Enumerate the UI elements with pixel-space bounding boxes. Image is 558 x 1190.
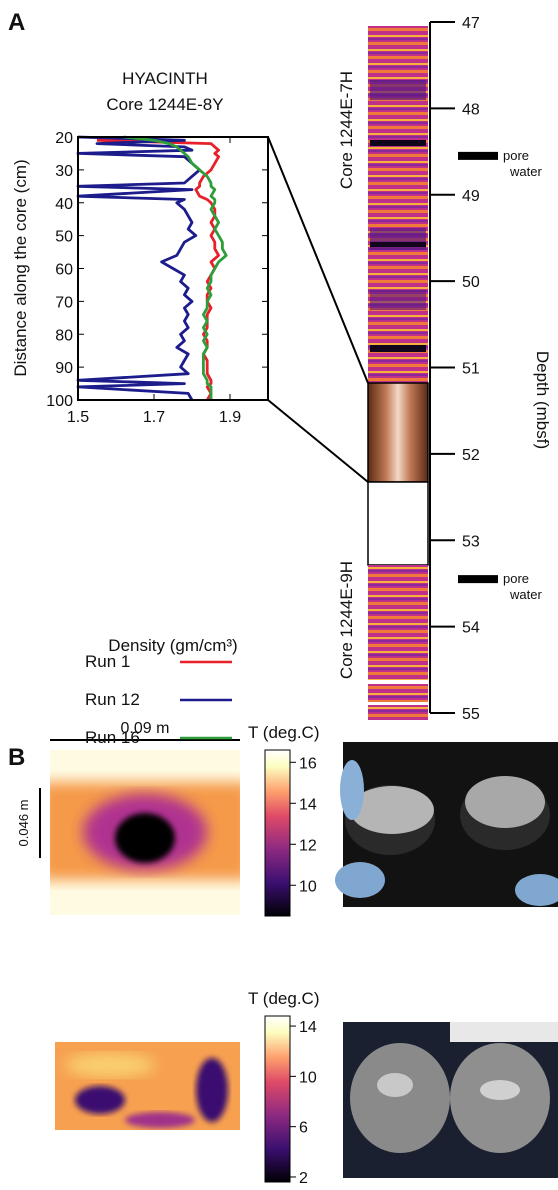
photo [343, 1022, 558, 1178]
y-tick-label: 54 [462, 620, 480, 637]
y-axis-label: Distance along the core (cm) [11, 159, 30, 376]
colorbar-tick-label: 10 [299, 878, 317, 895]
y-tick-label: 55 [462, 706, 480, 723]
scale-label: 0.046 m [16, 800, 31, 847]
y-tick-label: 51 [462, 361, 480, 378]
data-line [76, 135, 201, 401]
x-tick-label: 1.5 [67, 409, 89, 426]
y-tick-label: 90 [55, 360, 73, 377]
y-tick-label: 50 [462, 274, 480, 291]
y-tick-label: 49 [462, 188, 480, 205]
y-tick-label: 20 [55, 130, 73, 147]
colorbar-tick-label: 16 [299, 755, 317, 772]
y-tick-label: 50 [55, 229, 73, 246]
legend-label: Run 16 [85, 728, 140, 747]
colorbar-tick-label: 12 [299, 837, 317, 854]
x-tick-label: 1.9 [219, 409, 241, 426]
thermal-image [55, 1042, 240, 1130]
photo [335, 742, 558, 907]
y-tick-label: 48 [462, 101, 480, 118]
annotation: water [509, 587, 542, 602]
y-tick-label: 47 [462, 15, 480, 32]
data-line [96, 138, 220, 401]
y-tick-label: 70 [55, 294, 73, 311]
y-tick-label: 100 [46, 393, 73, 410]
sample-marker [458, 575, 498, 584]
y-tick-label: 60 [55, 262, 73, 279]
data-line [123, 135, 228, 400]
y-tick-label: 40 [55, 196, 73, 213]
core-label: Core 1244E-7H [337, 71, 356, 189]
panel-label: A [8, 9, 25, 36]
y-tick-label: 80 [55, 327, 73, 344]
colorbar-title: T (deg.C) [248, 989, 320, 1008]
y-tick-label: 52 [462, 447, 480, 464]
y-tick-label: 30 [55, 163, 73, 180]
chart-title: HYACINTH [122, 69, 208, 88]
core-image [267, 26, 429, 720]
annotation: pore [503, 571, 529, 586]
x-axis-label: Density (gm/cm³) [108, 636, 237, 655]
colorbar [264, 1015, 291, 1183]
sample-marker [458, 151, 498, 160]
thermal-image [50, 750, 240, 915]
legend-label: Run 1 [85, 652, 130, 671]
colorbar-tick-label: 14 [299, 1019, 317, 1036]
annotation: water [509, 164, 542, 179]
colorbar-title: T (deg.C) [248, 723, 320, 742]
colorbar [264, 749, 291, 917]
core-label: Core 1244E-9H [337, 561, 356, 679]
colorbar-tick-label: 6 [299, 1120, 308, 1137]
x-tick-label: 1.7 [143, 409, 165, 426]
legend-label: Run 12 [85, 690, 140, 709]
annotation: pore [503, 148, 529, 163]
plot-frame [77, 136, 269, 401]
colorbar-tick-label: 2 [299, 1170, 308, 1187]
scale-label: 0.09 m [121, 720, 170, 737]
y-axis-label: Depth (mbsf) [533, 351, 552, 449]
colorbar-tick-label: 10 [299, 1069, 317, 1086]
chart-subtitle: Core 1244E-8Y [106, 95, 223, 114]
panel-label: B [8, 744, 25, 771]
colorbar-tick-label: 14 [299, 796, 317, 813]
y-tick-label: 53 [462, 533, 480, 550]
